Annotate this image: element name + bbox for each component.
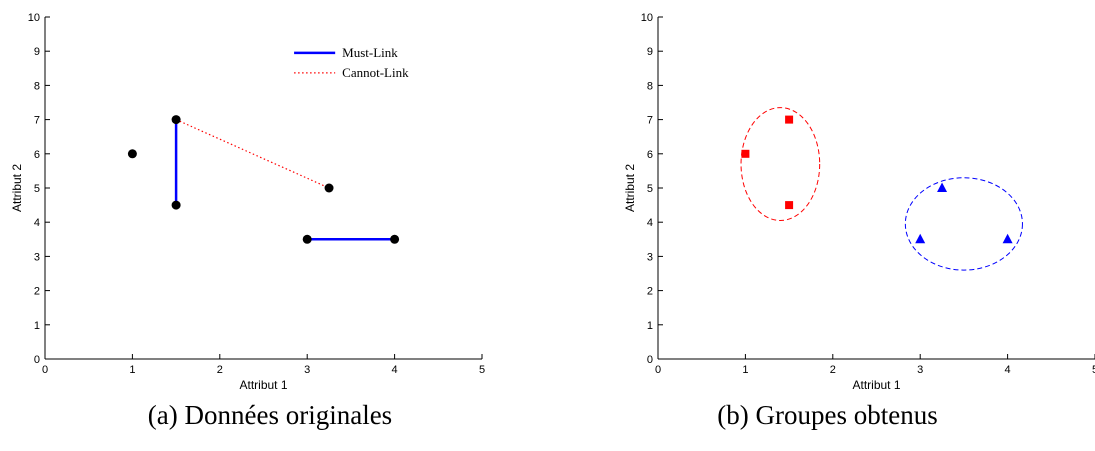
legend-label: Cannot-Link — [342, 65, 409, 80]
cluster-point-triangle — [915, 233, 926, 244]
y-tick-label: 4 — [34, 217, 40, 229]
data-point — [390, 234, 400, 244]
y-tick-label: 9 — [647, 46, 653, 58]
x-tick-label: 0 — [655, 364, 661, 376]
y-tick-label: 1 — [34, 320, 40, 332]
y-tick-label: 3 — [34, 251, 40, 263]
x-axis-label: Attribut 1 — [852, 378, 900, 392]
cluster-point-square — [741, 149, 750, 158]
y-axis-label: Attribut 2 — [10, 164, 24, 212]
x-tick-label: 4 — [1005, 364, 1011, 376]
caption-a: (a) Données originales — [147, 400, 393, 430]
y-tick-label: 8 — [34, 80, 40, 92]
chart-original-data: 0 1 2 3 4 5 0 1 2 3 4 5 6 7 8 9 10 Attribut 1 Attribut 2 Mu… — [0, 0, 540, 451]
y-tick-label: 2 — [34, 286, 40, 298]
cluster-ellipse — [740, 107, 821, 221]
x-tick-label: 2 — [830, 364, 836, 376]
y-tick-label: 5 — [34, 183, 40, 195]
y-tick-label: 8 — [647, 80, 653, 92]
x-tick-label: 0 — [42, 364, 48, 376]
x-tick-label: 5 — [1092, 364, 1095, 376]
cannot-link-line — [175, 119, 330, 189]
y-tick-label: 1 — [647, 320, 653, 332]
data-point — [302, 234, 312, 244]
chart-a-plot: 0 1 2 3 4 5 0 1 2 3 4 5 6 7 8 9 10 Attribut 1 Attribut 2 Mu… — [10, 12, 485, 392]
caption-b: (b) Groupes obtenus — [717, 400, 938, 430]
data-point — [171, 200, 181, 210]
y-tick-label: 5 — [647, 183, 653, 195]
y-tick-label: 0 — [34, 354, 40, 366]
y-tick-label: 0 — [647, 354, 653, 366]
data-point — [127, 149, 137, 159]
legend-label: Must-Link — [342, 45, 398, 60]
cluster-point-triangle — [937, 182, 948, 192]
y-axis-label: Attribut 2 — [623, 164, 637, 212]
cluster-point-triangle — [1002, 233, 1013, 244]
data-point — [171, 115, 181, 125]
cluster-ellipse — [904, 177, 1023, 271]
chart-b-plot: 0 1 2 3 4 5 0 1 2 3 4 5 6 7 8 9 10 Attribut 1 Attribut 2 — [623, 12, 1095, 392]
y-tick-label: 2 — [647, 286, 653, 298]
x-tick-label: 3 — [917, 364, 923, 376]
chart-clusters-obtained: 0 1 2 3 4 5 0 1 2 3 4 5 6 7 8 9 10 Attribut 1 Attribut 2 (… — [560, 0, 1095, 451]
x-tick-label: 4 — [392, 364, 398, 376]
y-tick-label: 4 — [647, 217, 653, 229]
y-tick-label: 7 — [647, 115, 653, 127]
x-axis-label: Attribut 1 — [239, 378, 287, 392]
data-point — [324, 183, 334, 193]
y-tick-label: 10 — [28, 12, 40, 24]
cluster-point-square — [785, 201, 794, 210]
x-tick-label: 2 — [217, 364, 223, 376]
x-tick-label: 3 — [304, 364, 310, 376]
y-tick-label: 6 — [34, 149, 40, 161]
y-tick-label: 6 — [647, 149, 653, 161]
y-tick-label: 10 — [641, 12, 653, 24]
cluster-point-square — [785, 115, 794, 124]
y-tick-label: 7 — [34, 115, 40, 127]
x-tick-label: 5 — [479, 364, 485, 376]
x-tick-label: 1 — [742, 364, 748, 376]
x-tick-label: 1 — [129, 364, 135, 376]
y-tick-label: 9 — [34, 46, 40, 58]
y-tick-label: 3 — [647, 251, 653, 263]
